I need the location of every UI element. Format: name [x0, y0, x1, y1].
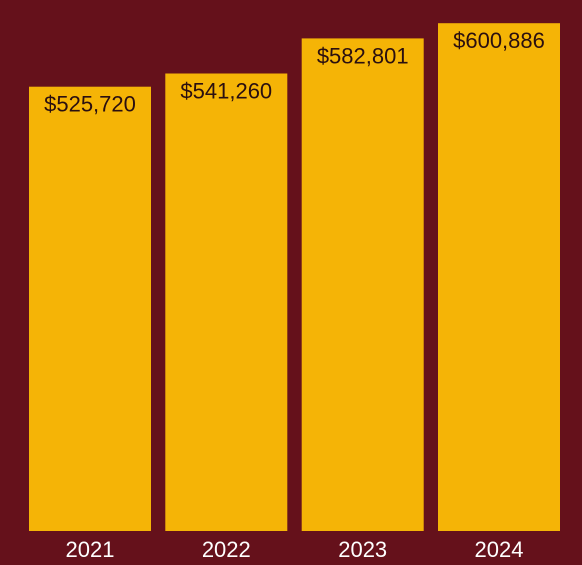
x-axis-ticks: 2021 2022 2023 2024	[66, 537, 524, 562]
x-tick-2024: 2024	[475, 537, 524, 562]
data-label-2023: $582,801	[317, 43, 409, 68]
x-tick-2023: 2023	[338, 537, 387, 562]
bar-2021	[29, 86, 151, 531]
bars-layer	[29, 23, 560, 532]
x-tick-2021: 2021	[66, 537, 115, 562]
data-label-2021: $525,720	[44, 92, 136, 117]
data-label-2022: $541,260	[180, 79, 272, 104]
x-tick-2022: 2022	[202, 537, 251, 562]
value-labels-layer: $525,720 $541,260 $582,801 $600,886	[44, 28, 545, 117]
bar-2024	[438, 23, 560, 531]
data-label-2024: $600,886	[453, 28, 545, 53]
bar-2022	[165, 73, 288, 531]
bar-2023	[301, 38, 424, 532]
